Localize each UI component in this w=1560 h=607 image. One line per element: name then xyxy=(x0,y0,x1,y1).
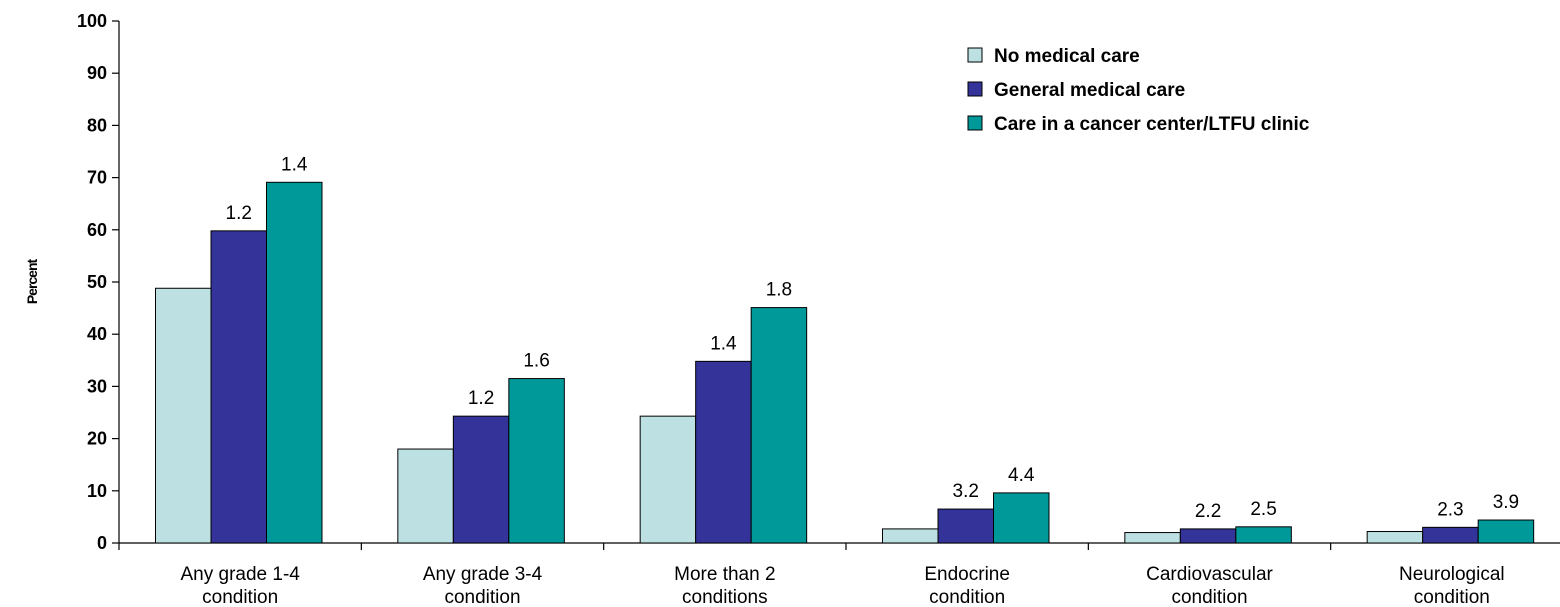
bars xyxy=(155,181,1535,544)
bar xyxy=(266,181,323,544)
bar xyxy=(1235,526,1292,544)
data-label: 1.4 xyxy=(281,154,308,175)
data-label: 1.6 xyxy=(523,351,549,372)
bar xyxy=(508,378,565,544)
y-tick-label: 80 xyxy=(87,115,107,135)
axes: 0 10 20 30 40 50 60 70 80 90 100 Any grade 1-4 condi… xyxy=(77,11,1560,607)
x-tick-label: More than 2 conditions xyxy=(674,564,775,607)
x-tick-label: Endocrine condition xyxy=(924,564,1010,607)
y-tick-label: 60 xyxy=(87,220,107,240)
data-label: 1.8 xyxy=(766,280,792,301)
legend-swatch xyxy=(967,115,983,131)
bar xyxy=(882,528,939,544)
bar xyxy=(993,492,1050,544)
y-axis-title: Percent xyxy=(24,258,40,304)
y-tick-label: 70 xyxy=(87,168,107,188)
data-label: 1.4 xyxy=(710,333,737,354)
y-tick-label: 100 xyxy=(77,11,107,31)
bar xyxy=(750,307,808,544)
bar xyxy=(452,415,510,544)
data-labels: 1.2 1.4 1.2 1.6 1.4 1.8 3.2 4.4 2.2 2.5 2.3 3.9 xyxy=(226,154,1520,522)
data-label: 2.5 xyxy=(1250,499,1276,520)
y-tick-label: 0 xyxy=(97,533,107,553)
bar xyxy=(639,415,697,544)
bar xyxy=(1422,526,1479,544)
data-label: 2.2 xyxy=(1195,501,1221,522)
legend-label: Care in a cancer center/LTFU clinic xyxy=(994,114,1310,135)
data-label: 4.4 xyxy=(1008,465,1035,486)
bar xyxy=(1477,519,1535,544)
bar xyxy=(695,360,752,544)
data-label: 3.9 xyxy=(1493,492,1519,513)
bar xyxy=(1366,531,1424,544)
data-label: 1.2 xyxy=(468,388,494,409)
data-label: 1.2 xyxy=(226,203,252,224)
legend-label: General medical care xyxy=(994,80,1185,101)
bar xyxy=(210,230,267,544)
bar xyxy=(1179,528,1237,544)
y-tick-label: 50 xyxy=(87,272,107,292)
data-label: 2.3 xyxy=(1437,499,1463,520)
bar xyxy=(397,448,454,544)
data-label: 3.2 xyxy=(953,481,979,502)
y-tick-label: 40 xyxy=(87,324,107,344)
x-tick-label: Neurological condition xyxy=(1399,564,1505,607)
y-tick-label: 30 xyxy=(87,376,107,396)
x-tick-label: Any grade 1-4 condition xyxy=(180,564,300,607)
x-tick-label: Any grade 3-4 condition xyxy=(423,564,543,607)
legend-label: No medical care xyxy=(994,46,1140,67)
y-tick-label: 90 xyxy=(87,63,107,83)
y-tick-label: 10 xyxy=(87,481,107,501)
x-tick-label: Cardiovascular condition xyxy=(1146,564,1273,607)
legend-swatch xyxy=(967,47,983,63)
y-tick-label: 20 xyxy=(87,429,107,449)
bar xyxy=(155,287,212,544)
legend: No medical care General medical care Care … xyxy=(967,46,1310,135)
legend-swatch xyxy=(967,81,983,97)
bar xyxy=(937,508,994,544)
bar xyxy=(1124,532,1181,544)
